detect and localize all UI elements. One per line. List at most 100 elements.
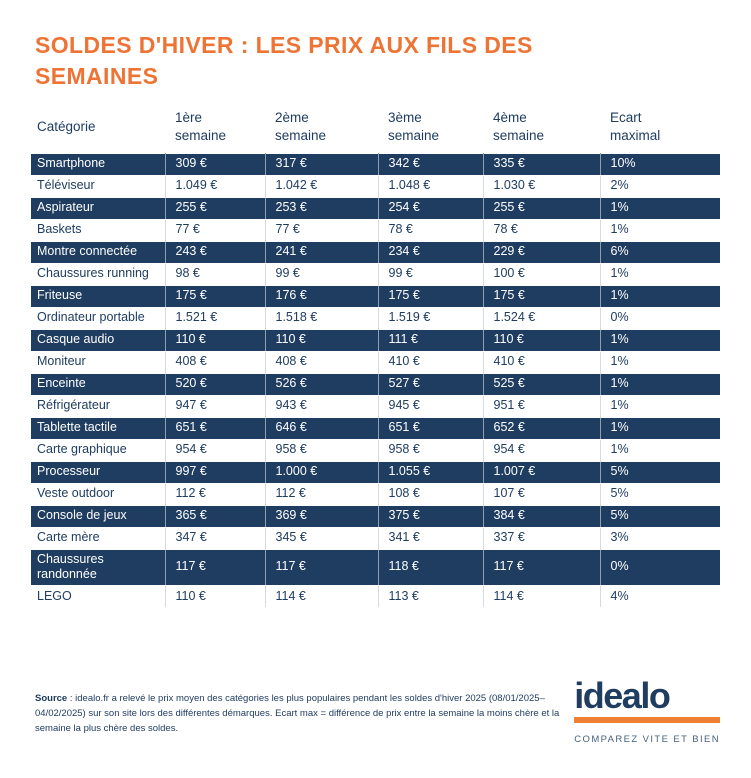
category-cell: Ordinateur portable xyxy=(37,310,145,325)
value-cell: 77 € xyxy=(264,219,378,241)
category-cell: Baskets xyxy=(37,222,82,237)
value-cell: 113 € xyxy=(377,585,483,608)
value-cell: 651 € xyxy=(377,417,483,439)
value-cell: 1% xyxy=(599,285,720,307)
value-cell: 1% xyxy=(599,395,720,417)
value-cell: 1.524 € xyxy=(482,307,600,329)
column-header: 2ème semaine xyxy=(275,109,327,143)
value-cell: 0% xyxy=(599,549,720,586)
table-row: Tablette tactile 651 €646 €651 €652 €1% xyxy=(31,417,720,439)
value-cell: 365 € xyxy=(164,505,265,527)
value-cell: 1.048 € xyxy=(377,175,483,197)
value-cell: 107 € xyxy=(482,483,600,505)
value-cell: 2% xyxy=(599,175,720,197)
category-cell: Montre connectée xyxy=(37,244,138,259)
value-cell: 347 € xyxy=(164,527,265,549)
table-row: Ordinateur portable 1.521 €1.518 €1.519 €… xyxy=(31,307,720,329)
category-cell: Casque audio xyxy=(37,332,115,347)
value-cell: 1.518 € xyxy=(264,307,378,329)
idealo-logo-wordmark: idealo xyxy=(574,675,671,716)
table-row: Aspirateur 255 €253 €254 €255 €1% xyxy=(31,197,720,219)
value-cell: 375 € xyxy=(377,505,483,527)
table-row: Chaussures randonnée 117 €117 €118 €117 €… xyxy=(31,549,720,586)
value-cell: 1% xyxy=(599,263,720,285)
category-cell: Carte mère xyxy=(37,530,100,545)
column-header: Catégorie xyxy=(37,118,96,134)
bottom-section: Source : idealo.fr a relevé le prix moye… xyxy=(0,678,751,745)
table-row: Réfrigérateur 947 €943 €945 €951 €1% xyxy=(31,395,720,417)
table-row: Chaussures running 98 €99 €99 €100 €1% xyxy=(31,263,720,285)
value-cell: 229 € xyxy=(482,241,600,263)
category-cell: Chaussures randonnée xyxy=(37,551,104,582)
table-row: Téléviseur 1.049 €1.042 €1.048 €1.030 €2% xyxy=(31,175,720,197)
value-cell: 997 € xyxy=(164,461,265,483)
table-row: Friteuse 175 €176 €175 €175 €1% xyxy=(31,285,720,307)
category-cell: Carte graphique xyxy=(37,442,127,457)
value-cell: 954 € xyxy=(164,439,265,461)
value-cell: 646 € xyxy=(264,417,378,439)
page-title: SOLDES D'HIVER : LES PRIX AUX FILS DES S… xyxy=(35,32,533,89)
value-cell: 651 € xyxy=(164,417,265,439)
category-cell: Moniteur xyxy=(37,354,86,369)
value-cell: 369 € xyxy=(264,505,378,527)
value-cell: 110 € xyxy=(164,585,265,608)
source-note: Source : idealo.fr a relevé le prix moye… xyxy=(35,691,574,737)
value-cell: 1% xyxy=(599,439,720,461)
value-cell: 78 € xyxy=(482,219,600,241)
source-label: Source xyxy=(35,693,68,704)
column-header: 1ère semaine xyxy=(175,109,227,143)
value-cell: 110 € xyxy=(164,329,265,351)
category-cell: Friteuse xyxy=(37,288,83,303)
value-cell: 335 € xyxy=(482,153,600,175)
category-cell: Téléviseur xyxy=(37,178,95,193)
value-cell: 408 € xyxy=(164,351,265,373)
value-cell: 1.049 € xyxy=(164,175,265,197)
idealo-logo-orange-bar xyxy=(574,717,720,723)
value-cell: 176 € xyxy=(264,285,378,307)
value-cell: 1.042 € xyxy=(264,175,378,197)
value-cell: 958 € xyxy=(264,439,378,461)
value-cell: 408 € xyxy=(264,351,378,373)
value-cell: 77 € xyxy=(164,219,265,241)
value-cell: 1% xyxy=(599,197,720,219)
value-cell: 112 € xyxy=(164,483,265,505)
value-cell: 943 € xyxy=(264,395,378,417)
category-cell: Tablette tactile xyxy=(37,420,117,435)
table-row: Veste outdoor 112 €112 €108 €107 €5% xyxy=(31,483,720,505)
value-cell: 117 € xyxy=(264,549,378,586)
category-cell: Enceinte xyxy=(37,376,86,391)
value-cell: 175 € xyxy=(164,285,265,307)
value-cell: 175 € xyxy=(482,285,600,307)
value-cell: 1% xyxy=(599,373,720,395)
value-cell: 255 € xyxy=(164,197,265,219)
value-cell: 527 € xyxy=(377,373,483,395)
value-cell: 253 € xyxy=(264,197,378,219)
value-cell: 241 € xyxy=(264,241,378,263)
value-cell: 234 € xyxy=(377,241,483,263)
value-cell: 1.030 € xyxy=(482,175,600,197)
value-cell: 341 € xyxy=(377,527,483,549)
value-cell: 4% xyxy=(599,585,720,608)
value-cell: 117 € xyxy=(482,549,600,586)
column-header: 4ème semaine xyxy=(493,109,545,143)
value-cell: 1% xyxy=(599,351,720,373)
table-row: Smartphone 309 €317 €342 €335 €10% xyxy=(31,153,720,175)
value-cell: 1.521 € xyxy=(164,307,265,329)
value-cell: 5% xyxy=(599,461,720,483)
value-cell: 118 € xyxy=(377,549,483,586)
value-cell: 10% xyxy=(599,153,720,175)
value-cell: 309 € xyxy=(164,153,265,175)
idealo-logo: idealo COMPAREZ VITE ET BIEN xyxy=(574,678,720,745)
table-row: Carte mère 347 €345 €341 €337 €3% xyxy=(31,527,720,549)
value-cell: 255 € xyxy=(482,197,600,219)
category-cell: Smartphone xyxy=(37,156,106,171)
price-table: Catégorie 1ère semaine 2ème semaine 3ème se… xyxy=(31,105,720,608)
value-cell: 1% xyxy=(599,219,720,241)
table-row: Moniteur 408 €408 €410 €410 €1% xyxy=(31,351,720,373)
value-cell: 100 € xyxy=(482,263,600,285)
value-cell: 1.519 € xyxy=(377,307,483,329)
source-text: : idealo.fr a relevé le prix moyen des c… xyxy=(35,693,560,735)
table-row: Console de jeux 365 €369 €375 €384 €5% xyxy=(31,505,720,527)
value-cell: 1% xyxy=(599,329,720,351)
table-body: Smartphone 309 €317 €342 €335 €10% Télévis… xyxy=(31,153,720,608)
